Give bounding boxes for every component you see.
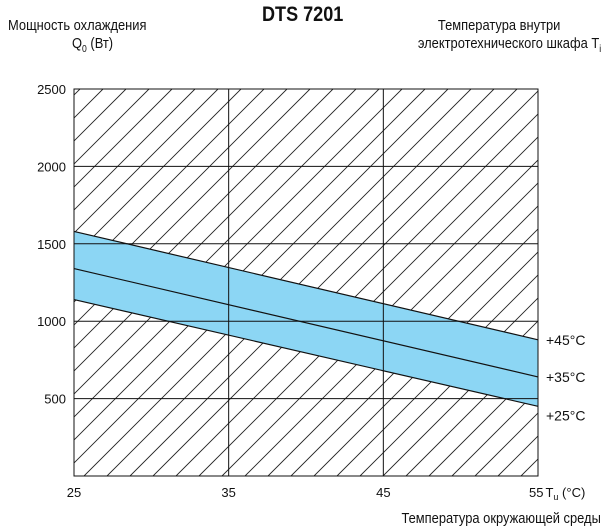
hatch-line [428,366,538,476]
hatch-line [359,297,538,476]
series-line [73,267,539,378]
inner-temp-subscript: i [599,44,601,55]
hatch-line [244,182,538,476]
y-tick-label: 500 [44,392,66,407]
inner-temp-text: электротехнического шкафа T [417,35,600,52]
hatch-line [129,89,518,476]
hatch-line [106,89,495,476]
hatch-line [336,274,538,476]
series-line [73,298,539,407]
hatch-line [152,90,538,476]
y-axis-unit: (Вт) [86,35,114,52]
y-axis-label: Мощность охлаждения [8,17,147,34]
hatch-line [382,320,538,476]
hatch-line [451,389,538,476]
y-axis-label-line2: Q0 (Вт) [72,35,113,58]
inner-temp-label: Температура внутри [437,17,560,34]
chart-title: DTS 7201 [262,3,344,26]
x-tick-label: 35 [221,485,235,500]
y-axis-symbol: Q [72,35,83,52]
hatch-line [198,136,538,476]
hatch-line [267,205,538,476]
x-tick-label: 55 Tu (°C) [529,485,585,502]
hatch-line [74,89,196,211]
inner-temp-label-line2: электротехнического шкафа Ti [418,35,601,58]
hatch-line [290,228,538,476]
hatch-line [175,113,538,476]
y-axis-subscript: 0 [82,44,87,55]
series-line [73,230,539,341]
x-tick-label: 25 [67,485,81,500]
hatch-line [474,412,538,476]
cooling-band [74,231,538,407]
hatch-line [313,251,538,476]
hatch-line [74,89,219,234]
x-axis-unit: (°C) [558,485,585,500]
series-label: +35°C [546,369,585,385]
x-tick-label: 45 [376,485,390,500]
x-axis-subscript: u [553,492,558,502]
plot-frame [73,88,539,477]
y-tick-label: 2500 [37,82,66,97]
y-tick-labels: 2500 2000 1500 1000 500 [37,82,66,407]
hatch-line [0,89,34,476]
series-label: +45°C [546,332,585,348]
hatch-line [74,89,81,96]
hatch-line [0,89,57,476]
series-labels: +45°C +35°C +25°C [546,332,585,424]
hatch-line [405,343,538,476]
x-axis-symbol: T [545,485,553,500]
hatch-line [74,89,242,257]
y-tick-label: 1000 [37,314,66,329]
hatch-line [74,89,265,280]
y-tick-label: 2000 [37,159,66,174]
series-lines [73,230,539,407]
y-tick-label: 1500 [37,237,66,252]
hatch-line [74,89,173,188]
x-tick-labels: 25 35 45 55 Tu (°C) [67,485,586,502]
hatch-line [74,89,150,165]
series-label: +25°C [546,407,585,423]
x-axis-label: Температура окружающей среды [401,510,601,527]
hatch-line [221,159,538,476]
